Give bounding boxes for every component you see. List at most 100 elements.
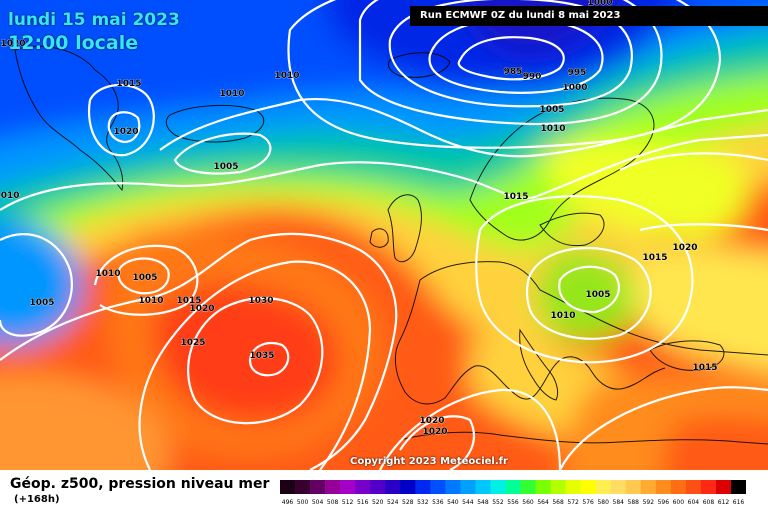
color-scale-swatch (490, 480, 506, 494)
italy-coast (519, 328, 559, 401)
isobar-label: 1020 (189, 304, 214, 314)
color-scale-swatch (475, 480, 491, 494)
color-scale-label: 496 (282, 499, 294, 506)
z500-color-field (0, 0, 768, 470)
isobar-label: 1035 (249, 351, 274, 361)
color-scale-label: 540 (447, 499, 459, 506)
isobar-label: 1020 (113, 127, 138, 137)
color-scale-label: 532 (417, 499, 429, 506)
isobars (0, 0, 768, 470)
british-isles-coast (369, 194, 422, 263)
isobar-label: 1015 (503, 192, 528, 202)
color-scale-label: 580 (597, 499, 609, 506)
color-scale-swatch (565, 480, 581, 494)
isobar-label: 1010 (95, 269, 120, 279)
color-scale-swatch (280, 480, 296, 494)
color-scale-label: 572 (567, 499, 579, 506)
isobar-label: 1010 (138, 296, 163, 306)
greenland-coast (14, 45, 124, 192)
color-scale-swatch (295, 480, 311, 494)
color-scale-swatch (340, 480, 356, 494)
copyright-notice: Copyright 2023 Meteociel.fr (350, 456, 508, 467)
color-scale-swatch (595, 480, 612, 494)
isobar-label: 1030 (248, 296, 273, 306)
color-scale-label: 500 (297, 499, 309, 506)
isobar-label: 1010 (540, 124, 565, 134)
color-scale-label: 568 (552, 499, 564, 506)
isobar-label: 1005 (29, 298, 54, 308)
color-scale-label: 504 (312, 499, 324, 506)
isobar-label: 1005 (585, 290, 610, 300)
color-scale-label: 592 (643, 499, 655, 506)
color-scale-swatch (355, 480, 371, 494)
color-scale-label: 576 (582, 499, 594, 506)
color-scale-label: 604 (688, 499, 700, 506)
color-scale-swatch (640, 480, 657, 494)
isobar-label: 1000 (562, 83, 587, 93)
color-scale-label: 600 (673, 499, 685, 506)
forecast-date: lundi 15 mai 2023 (8, 10, 180, 30)
color-scale-label: 616 (733, 499, 745, 506)
isobar-label: 1020 (672, 243, 697, 253)
color-scale-label: 612 (718, 499, 730, 506)
color-scale-swatch (685, 480, 702, 494)
black-sea-coast (649, 340, 725, 371)
color-scale-swatch (310, 480, 326, 494)
color-scale-swatch (670, 480, 687, 494)
color-scale-label: 524 (387, 499, 399, 506)
color-scale-swatch (370, 480, 386, 494)
color-scale-swatch (415, 480, 431, 494)
color-scale-label: 584 (613, 499, 625, 506)
color-scale-label: 512 (342, 499, 354, 506)
color-scale-swatch (580, 480, 596, 494)
color-scale-swatch (655, 480, 672, 494)
isobar-label: 1015 (116, 79, 141, 89)
color-scale-label: 508 (327, 499, 339, 506)
isobar-label: 990 (523, 72, 542, 82)
color-scale-swatch (400, 480, 416, 494)
europe-mainland-coast (394, 261, 768, 405)
color-scale-label: 556 (507, 499, 519, 506)
isobar-label: 1020 (419, 416, 444, 426)
forecast-lead-time: (+168h) (14, 494, 60, 505)
baltic-coast (539, 212, 605, 247)
isobar-label: 1025 (180, 338, 205, 348)
isobar-label: 1010 (219, 89, 244, 99)
color-scale-swatch (610, 480, 627, 494)
isobar-label: 1005 (132, 273, 157, 283)
isobar-label: 1010 (274, 71, 299, 81)
color-scale-label: 548 (477, 499, 489, 506)
color-scale-bar: 496 500 504 508 512 516 520 524 528 532 536 540 544 5… (280, 480, 746, 506)
isobar-label: 1015 (692, 363, 717, 373)
color-scale-swatch (430, 480, 446, 494)
isobar-label: 995 (568, 68, 587, 78)
color-scale-swatch (460, 480, 476, 494)
color-scale-label: 528 (402, 499, 414, 506)
isobar-label: 1005 (213, 162, 238, 172)
isobar-label: 985 (504, 67, 523, 77)
color-scale-swatch (520, 480, 536, 494)
color-scale-swatch (700, 480, 717, 494)
svalbard-coast (387, 52, 451, 78)
isobar-label: 1015 (642, 253, 667, 263)
legend-footer: Géop. z500, pression niveau mer (+168h) … (0, 470, 768, 512)
color-scale-swatch (325, 480, 341, 494)
color-scale-label: 544 (462, 499, 474, 506)
isobar-label: 1015 (176, 296, 201, 306)
isobar-label: 1010 (550, 311, 575, 321)
scandinavia-coast (469, 97, 655, 241)
isobar-label: 1005 (539, 105, 564, 115)
color-scale-label: 596 (658, 499, 670, 506)
color-scale-label: 520 (372, 499, 384, 506)
color-scale-label: 552 (492, 499, 504, 506)
color-scale-swatch (535, 480, 551, 494)
color-scale-swatch (715, 480, 732, 494)
color-scale-label: 564 (537, 499, 549, 506)
color-scale-swatch (505, 480, 521, 494)
color-scale-label: 536 (432, 499, 444, 506)
color-scale-label: 516 (357, 499, 369, 506)
color-scale-swatch (625, 480, 642, 494)
